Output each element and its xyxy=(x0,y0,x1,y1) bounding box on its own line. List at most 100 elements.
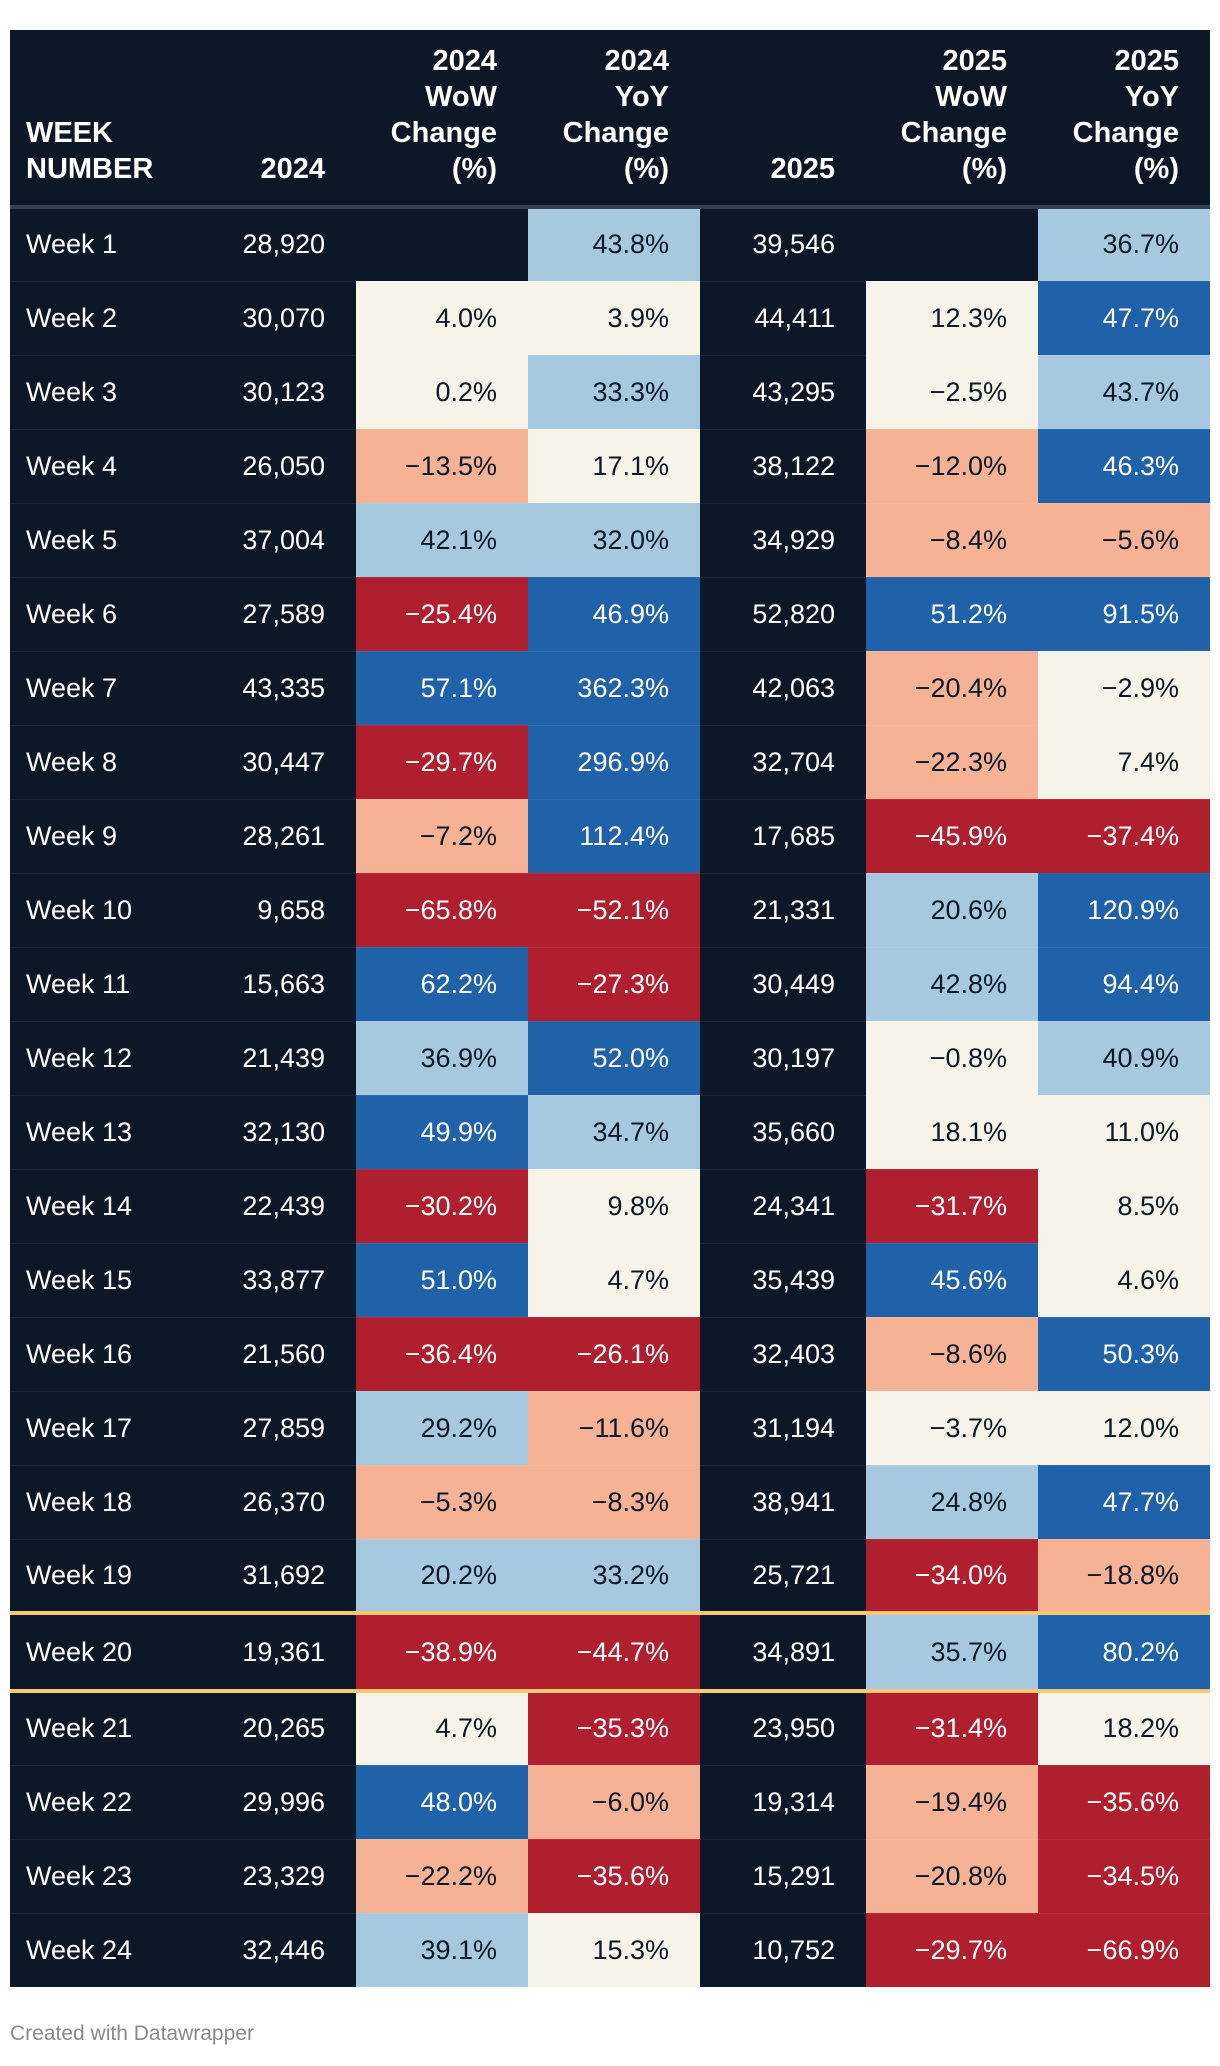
count-value: 23,950 xyxy=(700,1691,866,1766)
week-label: Week 1 xyxy=(10,207,209,282)
weekly-data-table: WEEK NUMBER 2024 2024 WoW Change (%) 2024 YoY Cha… xyxy=(10,30,1210,1988)
percent-change-cell: 3.9% xyxy=(528,281,700,356)
week-label: Week 10 xyxy=(10,873,209,948)
table-row: Week 5 37,004 42.1% 32.0% 34,929 −8.4% −5.6% xyxy=(10,503,1210,578)
week-label: Week 22 xyxy=(10,1765,209,1840)
table-row: Week 15 33,877 51.0% 4.7% 35,439 45.6% 4.6% xyxy=(10,1243,1210,1318)
percent-change-cell: 18.2% xyxy=(1038,1691,1210,1766)
percent-change-cell: 12.3% xyxy=(866,281,1038,356)
percent-change-cell: −25.4% xyxy=(356,577,528,652)
column-header-7: 2025 YoY Change (%) xyxy=(1038,30,1210,209)
percent-change-cell: 42.8% xyxy=(866,947,1038,1022)
percent-change-cell: 24.8% xyxy=(866,1465,1038,1540)
count-value: 21,439 xyxy=(209,1021,356,1096)
count-value: 35,660 xyxy=(700,1095,866,1170)
percent-change-cell: −31.7% xyxy=(866,1169,1038,1244)
table-row: Week 20 19,361 −38.9% −44.7% 34,891 35.7% 80.2… xyxy=(10,1611,1210,1693)
count-value: 42,063 xyxy=(700,651,866,726)
percent-change-cell: 120.9% xyxy=(1038,873,1210,948)
count-value: 29,996 xyxy=(209,1765,356,1840)
percent-change-cell: −45.9% xyxy=(866,799,1038,874)
percent-change-cell: 48.0% xyxy=(356,1765,528,1840)
count-value: 30,447 xyxy=(209,725,356,800)
percent-change-cell: 46.3% xyxy=(1038,429,1210,504)
table-row: Week 24 32,446 39.1% 15.3% 10,752 −29.7% −66.9… xyxy=(10,1913,1210,1988)
count-value: 32,446 xyxy=(209,1913,356,1988)
count-value: 23,329 xyxy=(209,1839,356,1914)
percent-change-cell: 43.7% xyxy=(1038,355,1210,430)
column-header-2: 2024 xyxy=(209,30,356,209)
percent-change-cell: 12.0% xyxy=(1038,1391,1210,1466)
count-value: 30,123 xyxy=(209,355,356,430)
count-value: 30,070 xyxy=(209,281,356,356)
percent-change-cell: −44.7% xyxy=(528,1611,700,1693)
percent-change-cell: 4.0% xyxy=(356,281,528,356)
week-label: Week 14 xyxy=(10,1169,209,1244)
percent-change-cell: 20.6% xyxy=(866,873,1038,948)
week-label: Week 16 xyxy=(10,1317,209,1392)
percent-change-cell: 46.9% xyxy=(528,577,700,652)
percent-change-cell: −5.6% xyxy=(1038,503,1210,578)
percent-change-cell: 0.2% xyxy=(356,355,528,430)
percent-change-cell: −3.7% xyxy=(866,1391,1038,1466)
count-value: 32,130 xyxy=(209,1095,356,1170)
percent-change-cell: −66.9% xyxy=(1038,1913,1210,1988)
count-value: 38,941 xyxy=(700,1465,866,1540)
percent-change-cell: 51.0% xyxy=(356,1243,528,1318)
percent-change-cell: 7.4% xyxy=(1038,725,1210,800)
table-row: Week 6 27,589 −25.4% 46.9% 52,820 51.2% 91.5% xyxy=(10,577,1210,652)
percent-change-cell: −29.7% xyxy=(866,1913,1038,1988)
week-label: Week 7 xyxy=(10,651,209,726)
percent-change-cell: −35.6% xyxy=(528,1839,700,1914)
percent-change-cell: 49.9% xyxy=(356,1095,528,1170)
percent-change-cell: −2.5% xyxy=(866,355,1038,430)
percent-change-cell: −5.3% xyxy=(356,1465,528,1540)
percent-change-cell: −34.0% xyxy=(866,1539,1038,1614)
percent-change-cell: 47.7% xyxy=(1038,1465,1210,1540)
percent-change-cell: −26.1% xyxy=(528,1317,700,1392)
count-value: 24,341 xyxy=(700,1169,866,1244)
percent-change-cell: −20.8% xyxy=(866,1839,1038,1914)
count-value: 30,197 xyxy=(700,1021,866,1096)
week-label: Week 20 xyxy=(10,1611,209,1693)
percent-change-cell: 4.7% xyxy=(356,1691,528,1766)
count-value: 30,449 xyxy=(700,947,866,1022)
count-value: 31,692 xyxy=(209,1539,356,1614)
percent-change-cell: 57.1% xyxy=(356,651,528,726)
count-value: 10,752 xyxy=(700,1913,866,1988)
week-label: Week 12 xyxy=(10,1021,209,1096)
percent-change-cell: 47.7% xyxy=(1038,281,1210,356)
percent-change-cell: 52.0% xyxy=(528,1021,700,1096)
percent-change-cell: −19.4% xyxy=(866,1765,1038,1840)
percent-change-cell: −20.4% xyxy=(866,651,1038,726)
percent-change-cell: −11.6% xyxy=(528,1391,700,1466)
column-header-6: 2025 WoW Change (%) xyxy=(866,30,1038,209)
percent-change-cell: 15.3% xyxy=(528,1913,700,1988)
table-row: Week 18 26,370 −5.3% −8.3% 38,941 24.8% 47.7% xyxy=(10,1465,1210,1540)
count-value: 27,589 xyxy=(209,577,356,652)
percent-change-cell: −8.6% xyxy=(866,1317,1038,1392)
table-row: Week 23 23,329 −22.2% −35.6% 15,291 −20.8% −34… xyxy=(10,1839,1210,1914)
percent-change-cell: 112.4% xyxy=(528,799,700,874)
percent-change-cell: 51.2% xyxy=(866,577,1038,652)
percent-change-cell: −34.5% xyxy=(1038,1839,1210,1914)
week-label: Week 6 xyxy=(10,577,209,652)
table-row: Week 9 28,261 −7.2% 112.4% 17,685 −45.9% −37.4… xyxy=(10,799,1210,874)
percent-change-cell: 4.6% xyxy=(1038,1243,1210,1318)
percent-change-cell: 29.2% xyxy=(356,1391,528,1466)
week-label: Week 8 xyxy=(10,725,209,800)
table-body: Week 1 28,920 43.8% 39,546 36.7% Week 2 30,070… xyxy=(10,207,1210,1988)
week-label: Week 5 xyxy=(10,503,209,578)
count-value: 38,122 xyxy=(700,429,866,504)
percent-change-cell: −22.2% xyxy=(356,1839,528,1914)
percent-change-cell: 32.0% xyxy=(528,503,700,578)
table-row: Week 11 15,663 62.2% −27.3% 30,449 42.8% 94.4% xyxy=(10,947,1210,1022)
week-label: Week 2 xyxy=(10,281,209,356)
percent-change-cell: −12.0% xyxy=(866,429,1038,504)
percent-change-cell: 35.7% xyxy=(866,1611,1038,1693)
count-value: 26,050 xyxy=(209,429,356,504)
percent-change-cell: 40.9% xyxy=(1038,1021,1210,1096)
table-row: Week 21 20,265 4.7% −35.3% 23,950 −31.4% 18.2% xyxy=(10,1691,1210,1766)
percent-change-cell: 8.5% xyxy=(1038,1169,1210,1244)
count-value: 28,920 xyxy=(209,207,356,282)
